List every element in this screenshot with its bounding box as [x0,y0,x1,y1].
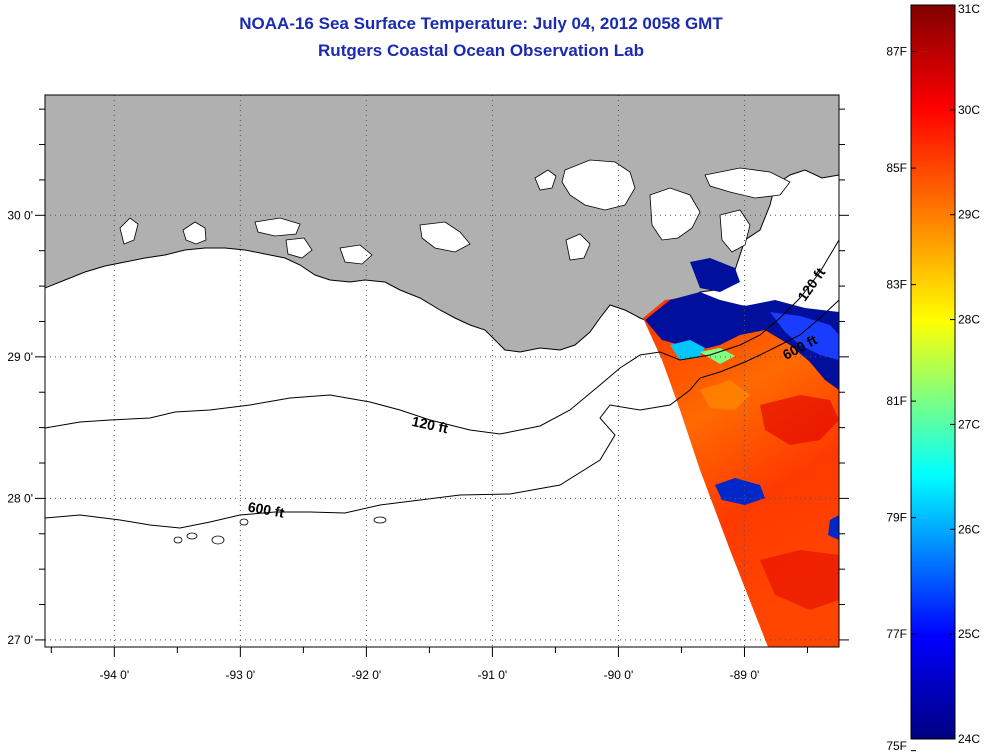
x-tick-label: -92 0' [352,668,382,682]
seamount-contour [211,535,225,545]
colorbar-label-celsius: 25C [958,627,980,641]
y-tick-label: 30 0' [7,208,33,222]
colorbar-label-fahrenheit: 75F [886,739,907,753]
graticule [45,95,839,647]
isobath-600ft [45,299,839,529]
colorbar-label-celsius: 27C [958,417,980,431]
sst-cold-patch [828,515,839,540]
x-tick-label: -91 0' [478,668,508,682]
colorbar-label-celsius: 28C [958,313,980,327]
lake [254,217,301,237]
map-subtitle: Rutgers Coastal Ocean Observation Lab [318,41,644,60]
seamount-contour [173,536,183,544]
map-title: NOAA-16 Sea Surface Temperature: July 04… [239,14,723,33]
isobath-120ft [45,239,839,435]
sst-cool-patch [670,340,705,360]
x-tick-label: -93 0' [226,668,256,682]
y-tick-label: 29 0' [7,350,33,364]
colorbar-label-fahrenheit: 87F [886,45,907,59]
lake [704,167,791,199]
sst-warm-patch [760,550,839,610]
colorbar-label-fahrenheit: 81F [886,394,907,408]
y-tick-label: 27 0' [7,633,33,647]
sst-cold-patch [715,478,765,505]
sst-cold-patch [690,258,740,292]
lake [285,237,313,259]
sst-warm-patch [760,395,839,445]
colorbar-label-fahrenheit: 83F [886,278,907,292]
lake [561,159,636,211]
sst-warm-patch [700,380,750,410]
colorbar-label-celsius: 24C [958,732,980,746]
x-tick-label: -90 0' [604,668,634,682]
sst-cool-patch [700,348,735,364]
colorbar-label-celsius: 26C [958,522,980,536]
seamount-contour [373,516,387,524]
lake [719,209,751,253]
axis-ticks: -94 0' -93 0' -92 0' -91 0' -90 0' -89 0' 30 0… [7,108,849,682]
lake [182,221,207,245]
x-tick-label: -89 0' [730,668,760,682]
colorbar-label-celsius: 30C [958,103,980,117]
seamount-contour [239,518,249,526]
lake [534,169,557,191]
colorbar-label-celsius: 29C [958,208,980,222]
colorbar-label-fahrenheit: 77F [886,627,907,641]
lake [339,244,373,265]
map-frame [44,94,840,648]
lake [119,217,139,245]
colorbar-labels: 31C 30C 29C 28C 27C 26C 25C 24C 87F 85F 83F 81F 79F 7… [886,2,980,753]
lake [565,233,591,261]
seamount-contour [186,532,198,540]
lake [419,221,471,253]
colorbar-label-celsius: 31C [958,2,980,16]
lake [649,187,701,241]
colorbar [910,4,956,740]
colorbar-label-fahrenheit: 85F [886,161,907,175]
y-tick-label: 28 0' [7,491,33,505]
x-tick-label: -94 0' [99,668,129,682]
sst-cold-patch [770,312,839,360]
colorbar-label-fahrenheit: 79F [886,511,907,525]
contour-label: 120 ft [410,413,449,436]
contour-label: 600 ft [247,499,286,521]
